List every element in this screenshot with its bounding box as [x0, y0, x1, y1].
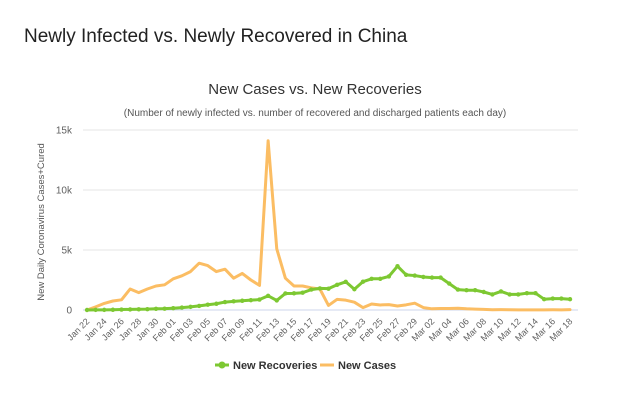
data-point[interactable]: [369, 276, 374, 281]
data-point[interactable]: [343, 279, 348, 284]
y-tick-label: 15k: [56, 126, 73, 137]
data-point[interactable]: [378, 276, 383, 281]
data-point[interactable]: [490, 292, 495, 297]
data-point[interactable]: [412, 273, 417, 278]
data-point[interactable]: [274, 298, 279, 303]
data-point[interactable]: [188, 304, 193, 310]
data-point[interactable]: [559, 296, 564, 301]
data-point[interactable]: [214, 301, 219, 306]
data-point[interactable]: [145, 306, 150, 312]
chart-subtitle: (Number of newly infected vs. number of …: [124, 108, 506, 119]
legend-label: New Cases: [338, 360, 396, 372]
chart-legend[interactable]: New Recoveries New Cases: [215, 360, 396, 372]
legend-item[interactable]: New Cases: [320, 360, 396, 372]
legend-marker: [218, 361, 226, 369]
data-point[interactable]: [429, 275, 435, 280]
page-heading: Newly Infected vs. Newly Recovered in Ch…: [24, 26, 408, 47]
data-point[interactable]: [300, 290, 305, 295]
data-point[interactable]: [93, 307, 98, 313]
data-point[interactable]: [498, 289, 504, 294]
data-point[interactable]: [326, 286, 331, 291]
y-axis-label: New Daily Coronavirus Cases+Cured: [36, 143, 47, 301]
data-point[interactable]: [162, 306, 167, 311]
data-point[interactable]: [386, 274, 392, 279]
data-point[interactable]: [127, 307, 133, 312]
y-tick-label: 10k: [56, 186, 73, 197]
data-point[interactable]: [481, 289, 486, 295]
data-point[interactable]: [205, 302, 210, 307]
data-point[interactable]: [291, 291, 297, 296]
y-tick-label: 5k: [61, 246, 73, 257]
data-point[interactable]: [567, 297, 573, 302]
data-point[interactable]: [352, 287, 357, 292]
data-point[interactable]: [136, 307, 141, 312]
data-point[interactable]: [283, 291, 288, 296]
data-point[interactable]: [438, 275, 443, 280]
data-point[interactable]: [472, 288, 478, 293]
data-point[interactable]: [550, 296, 555, 301]
data-point[interactable]: [240, 298, 245, 303]
data-point[interactable]: [403, 272, 409, 278]
data-point[interactable]: [334, 282, 340, 287]
data-point[interactable]: [248, 297, 254, 303]
data-point[interactable]: [119, 307, 124, 312]
data-point[interactable]: [153, 306, 159, 311]
data-point[interactable]: [179, 305, 185, 310]
data-point[interactable]: [196, 303, 202, 309]
data-point[interactable]: [309, 287, 314, 292]
data-point[interactable]: [541, 297, 547, 302]
series-new-cases: [85, 139, 572, 312]
data-point[interactable]: [421, 274, 426, 280]
data-point[interactable]: [257, 297, 262, 302]
data-point[interactable]: [231, 299, 236, 304]
data-point[interactable]: [524, 291, 530, 296]
y-tick-label: 0: [66, 306, 72, 317]
data-point[interactable]: [102, 307, 107, 313]
data-point[interactable]: [110, 307, 116, 312]
data-point[interactable]: [222, 299, 228, 305]
data-point[interactable]: [317, 286, 323, 291]
legend-label: New Recoveries: [233, 360, 317, 372]
data-point[interactable]: [455, 287, 461, 292]
chart-title: New Cases vs. New Recoveries: [208, 81, 421, 98]
data-point[interactable]: [360, 279, 366, 284]
y-axis-ticks: 0 5k 10k 15k: [56, 126, 73, 317]
data-point[interactable]: [447, 281, 452, 286]
data-point[interactable]: [171, 306, 176, 311]
data-point[interactable]: [507, 292, 512, 297]
grid-lines: [83, 129, 578, 251]
data-point[interactable]: [84, 307, 90, 313]
data-point[interactable]: [395, 264, 400, 269]
data-point[interactable]: [533, 291, 538, 296]
legend-item[interactable]: New Recoveries: [215, 360, 317, 372]
data-point[interactable]: [464, 288, 469, 293]
series-layer: [84, 139, 573, 313]
data-point[interactable]: [516, 292, 521, 297]
data-point[interactable]: [265, 293, 271, 299]
series-new-recoveries: [84, 264, 573, 313]
series-line[interactable]: [85, 139, 572, 312]
